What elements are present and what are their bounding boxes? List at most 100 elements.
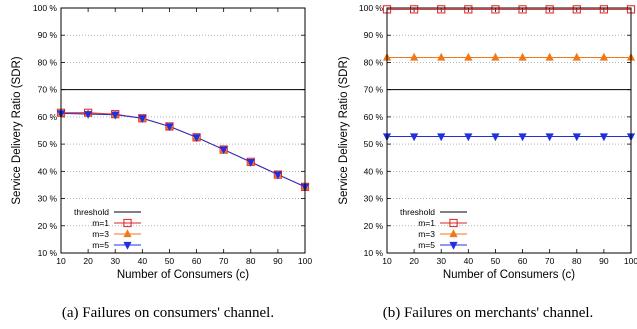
x-axis-label: Number of Consumers (c)	[443, 269, 575, 281]
figure-caption: (b) Failures on merchants' channel.	[383, 305, 594, 321]
data-point	[273, 171, 282, 180]
series-line	[61, 112, 305, 188]
plot-frame	[386, 7, 632, 254]
legend-marker	[123, 229, 132, 238]
y-tick-label: 20 %	[364, 221, 384, 231]
plot-frame	[60, 7, 306, 254]
y-tick-label: 70 %	[38, 85, 58, 95]
data-point	[545, 52, 554, 61]
x-tick-label: 30	[110, 256, 120, 266]
x-tick-label: 80	[572, 256, 582, 266]
legend-label: m=5	[92, 240, 109, 250]
x-tick-label: 60	[518, 256, 528, 266]
figure-caption: (a) Failures on consumers' channel.	[62, 305, 274, 321]
y-tick-label: 80 %	[364, 57, 384, 67]
y-tick-label: 90 %	[364, 30, 384, 40]
data-point	[599, 52, 608, 61]
x-tick-label: 60	[192, 256, 202, 266]
data-point	[545, 5, 554, 14]
x-tick-label: 70	[545, 256, 555, 266]
data-point	[165, 123, 174, 132]
y-tick-label: 30 %	[364, 194, 384, 204]
data-point	[518, 133, 527, 142]
data-point	[572, 133, 581, 142]
series-group	[387, 8, 631, 137]
data-point	[545, 133, 554, 142]
series-group	[61, 112, 305, 188]
x-tick-label: 10	[382, 256, 392, 266]
y-axis-label: Service Delivery Ratio (SDR)	[338, 56, 350, 204]
data-point	[491, 5, 500, 14]
legend-label: m=3	[92, 229, 109, 239]
y-tick-label: 10 %	[364, 248, 384, 258]
legend-label: threshold	[400, 207, 435, 217]
data-point	[410, 5, 419, 14]
data-point	[437, 133, 446, 142]
y-tick-label: 100 %	[359, 3, 384, 13]
data-point	[491, 133, 500, 142]
data-point	[437, 52, 446, 61]
x-axis-label: Number of Consumers (c)	[117, 269, 249, 281]
y-tick-label: 30 %	[38, 194, 58, 204]
x-tick-label: 20	[409, 256, 419, 266]
y-tick-label: 100 %	[33, 3, 58, 13]
series-line	[61, 112, 305, 188]
data-point	[572, 52, 581, 61]
x-tick-label: 100	[298, 256, 312, 266]
data-point	[518, 52, 527, 61]
data-point	[599, 133, 608, 142]
y-tick-label: 80 %	[38, 57, 58, 67]
legend-label: threshold	[74, 207, 109, 217]
y-tick-label: 60 %	[364, 112, 384, 122]
y-tick-label: 40 %	[38, 166, 58, 176]
x-tick-label: 90	[599, 256, 609, 266]
x-tick-label: 30	[436, 256, 446, 266]
data-point	[111, 111, 120, 120]
data-point	[518, 5, 527, 14]
legend-marker	[449, 241, 458, 250]
x-tick-label: 10	[56, 256, 66, 266]
legend-marker	[449, 229, 458, 238]
x-tick-label: 80	[246, 256, 256, 266]
x-tick-label: 40	[464, 256, 474, 266]
data-point	[491, 52, 500, 61]
x-tick-label: 90	[273, 256, 283, 266]
x-tick-label: 70	[219, 256, 229, 266]
data-point	[464, 5, 473, 14]
data-point	[410, 133, 419, 142]
legend-label: m=1	[92, 218, 109, 228]
chart-panel-a: 10 % 20 % 30 % 40 % 50 % 60 % 70 % 80 % 90 % 100 …	[11, 3, 312, 321]
y-tick-label: 50 %	[364, 139, 384, 149]
y-axis-label: Service Delivery Ratio (SDR)	[11, 56, 23, 204]
legend-marker	[123, 218, 132, 228]
data-point	[84, 111, 93, 119]
data-point	[464, 133, 473, 142]
data-point	[437, 5, 446, 14]
data-point	[464, 52, 473, 61]
y-tick-label: 60 %	[38, 112, 58, 122]
x-tick-label: 50	[491, 256, 501, 266]
legend-marker	[123, 241, 132, 250]
data-point	[219, 146, 228, 155]
data-point	[192, 134, 201, 143]
legend-marker	[449, 218, 458, 228]
y-tick-label: 40 %	[364, 166, 384, 176]
chart-panel-b: 10 % 20 % 30 % 40 % 50 % 60 % 70 % 80 % 90 % 100 …	[338, 3, 637, 321]
y-tick-label: 20 %	[38, 221, 58, 231]
legend-label: m=5	[418, 240, 435, 250]
data-point	[572, 5, 581, 14]
data-point	[410, 52, 419, 61]
x-tick-label: 100	[624, 256, 637, 266]
legend-label: m=1	[418, 218, 435, 228]
data-point	[138, 115, 147, 123]
data-point	[599, 5, 608, 14]
y-tick-label: 50 %	[38, 139, 58, 149]
series-line	[61, 112, 305, 188]
x-tick-label: 50	[165, 256, 175, 266]
legend-label: m=3	[418, 229, 435, 239]
y-tick-label: 90 %	[38, 30, 58, 40]
x-tick-label: 20	[83, 256, 93, 266]
y-tick-label: 70 %	[364, 85, 384, 95]
y-tick-label: 10 %	[38, 248, 58, 258]
